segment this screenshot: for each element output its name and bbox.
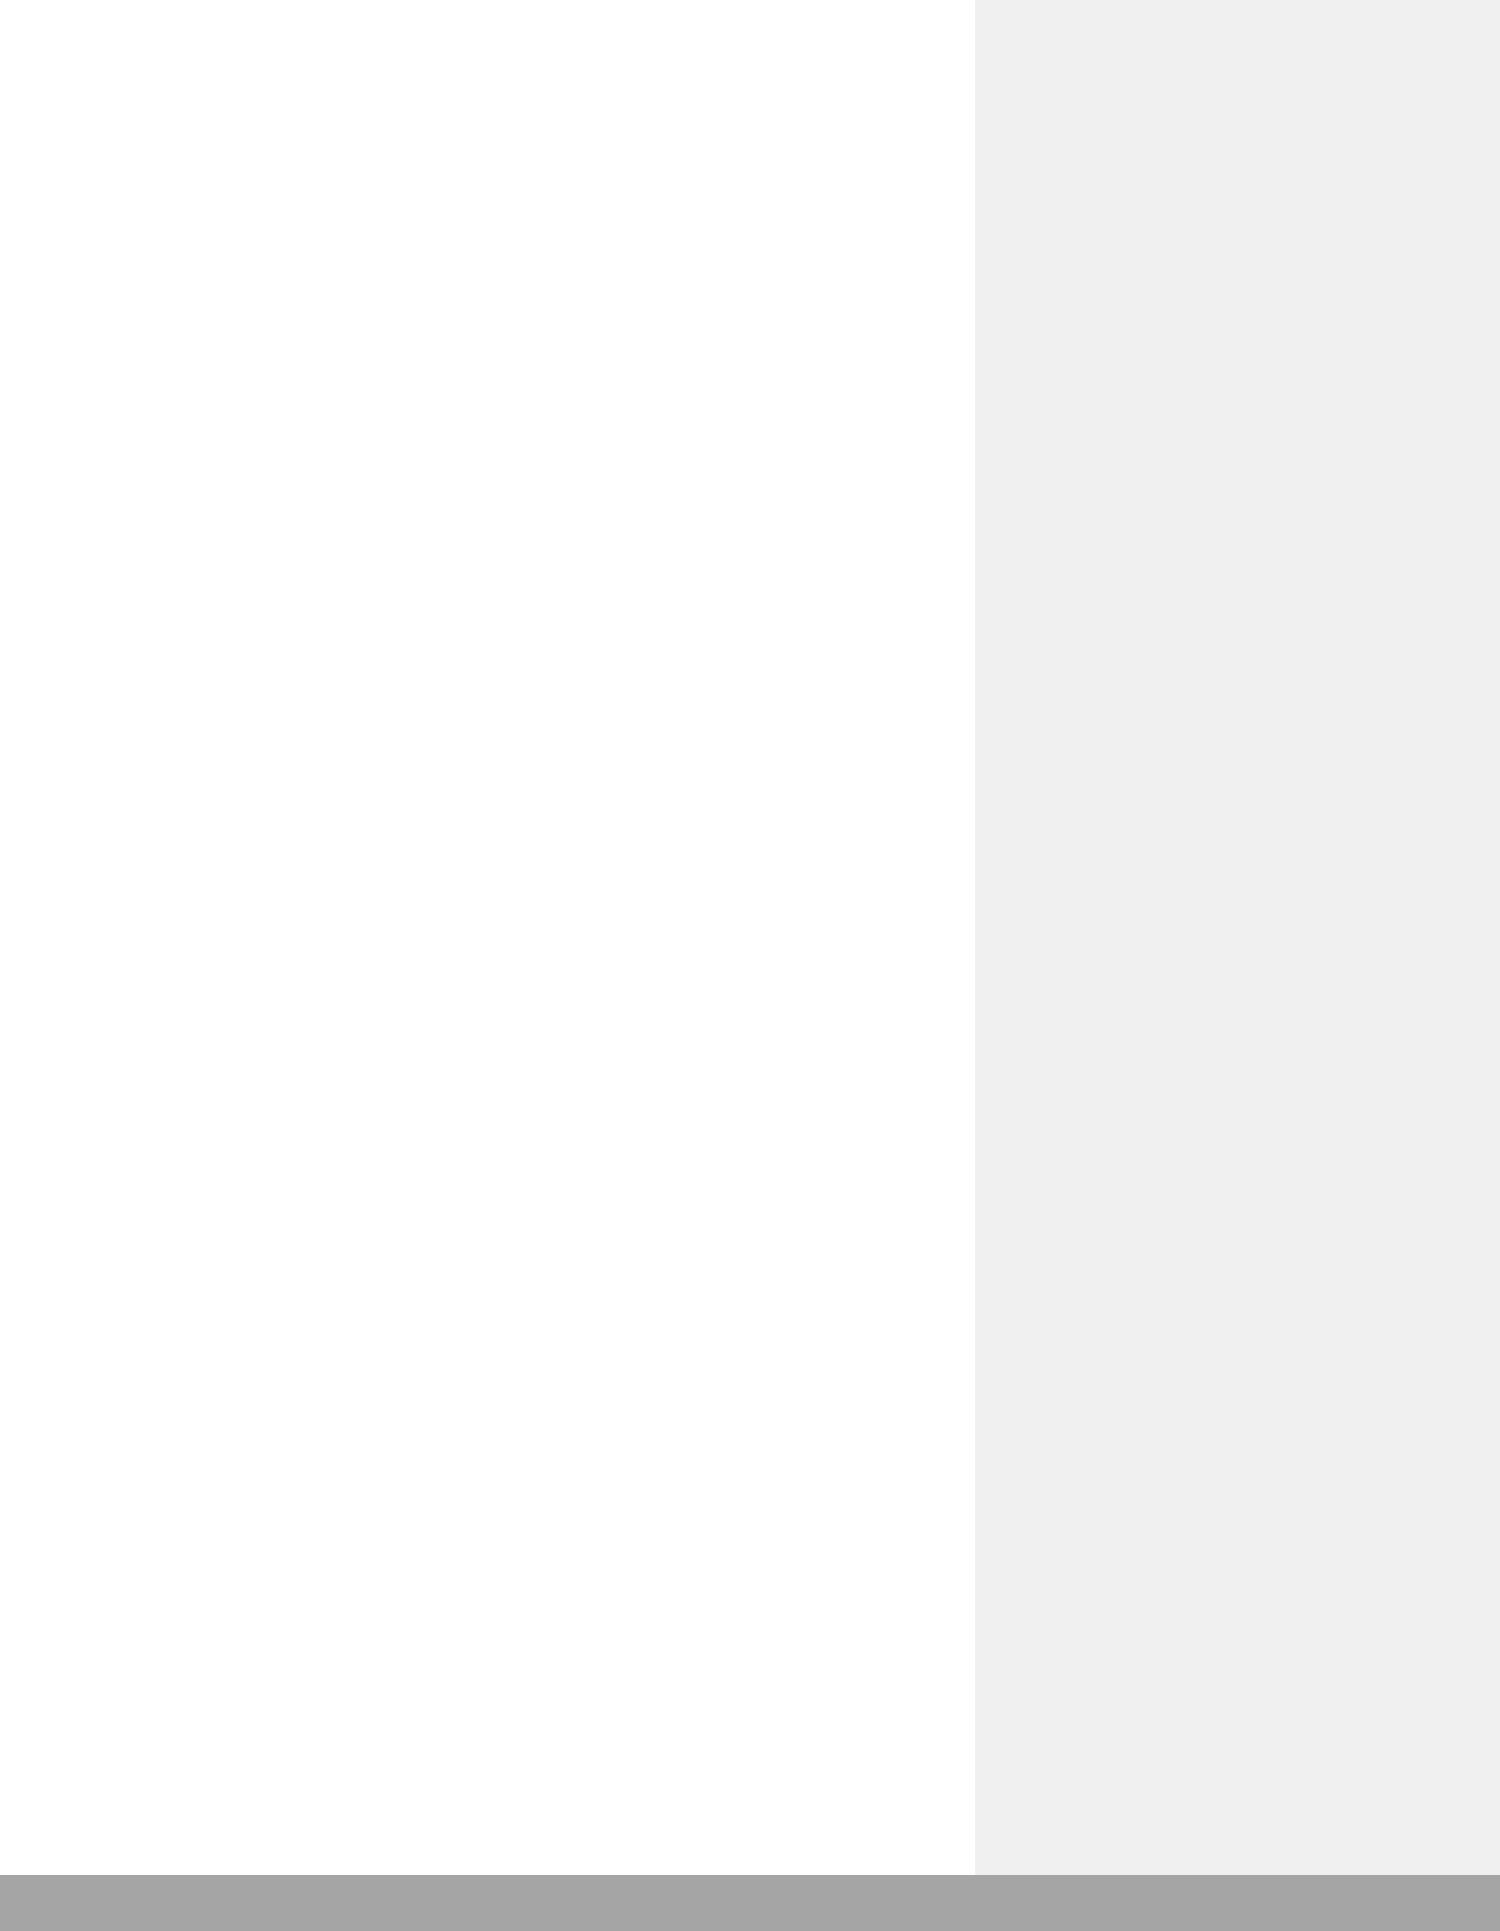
overlay-banner (0, 1875, 1500, 1931)
right-bar-chart-panel (975, 0, 1500, 1875)
main-title (65, 10, 970, 30)
left-bar-chart-panel (0, 0, 975, 1875)
